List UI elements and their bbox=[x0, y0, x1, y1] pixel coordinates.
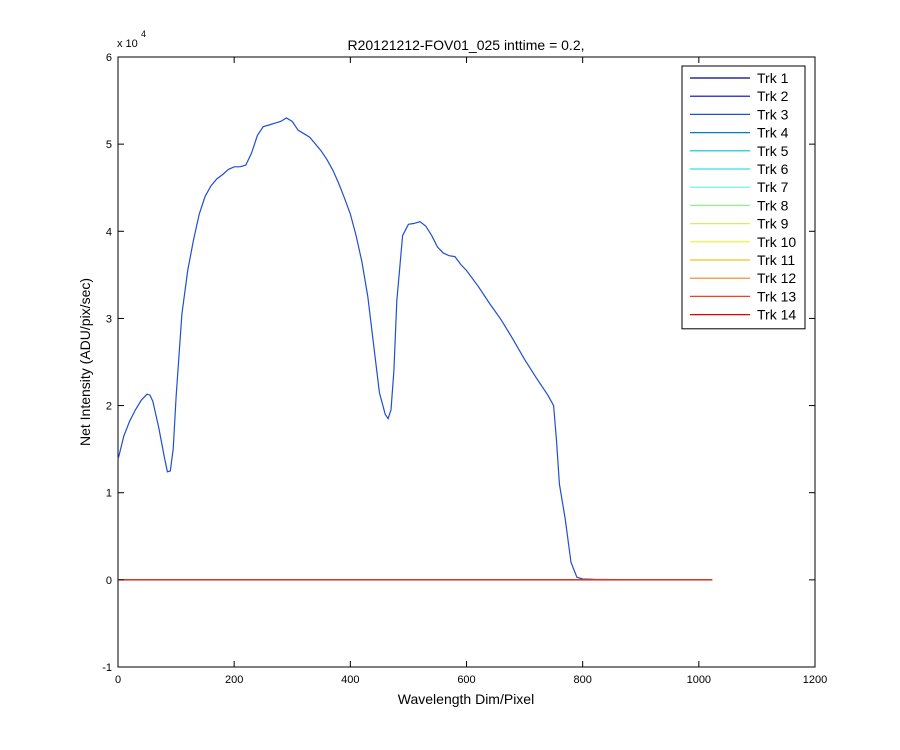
y-tick-label: 3 bbox=[106, 313, 112, 325]
y-tick-label: 0 bbox=[106, 575, 112, 587]
y-tick-label: -1 bbox=[102, 662, 112, 674]
y-axis-label: Net Intensity (ADU/pix/sec) bbox=[77, 278, 93, 446]
legend-label: Trk 14 bbox=[757, 307, 796, 323]
y-exponent-power: 4 bbox=[141, 29, 146, 39]
x-tick-label: 0 bbox=[115, 674, 121, 686]
x-axis-label: Wavelength Dim/Pixel bbox=[398, 691, 534, 707]
y-tick-label: 4 bbox=[106, 226, 112, 238]
series-line-trk-3 bbox=[117, 117, 713, 581]
y-exponent-base: x 10 bbox=[117, 38, 138, 50]
x-tick-label: 200 bbox=[225, 674, 243, 686]
legend-label: Trk 6 bbox=[757, 161, 789, 177]
legend-label: Trk 3 bbox=[757, 106, 789, 122]
legend-box bbox=[681, 65, 806, 330]
legend-label: Trk 4 bbox=[757, 125, 789, 141]
x-tick-label: 600 bbox=[457, 674, 475, 686]
chart-title: R20121212-FOV01_025 inttime = 0.2, bbox=[348, 37, 585, 53]
y-tick-label: 2 bbox=[106, 401, 112, 413]
legend-label: Trk 12 bbox=[757, 270, 796, 286]
legend-label: Trk 7 bbox=[757, 179, 789, 195]
chart-marks bbox=[117, 117, 713, 581]
legend-label: Trk 2 bbox=[757, 88, 789, 104]
legend-label: Trk 9 bbox=[757, 216, 789, 232]
x-tick-label: 400 bbox=[341, 674, 359, 686]
x-tick-label: 1200 bbox=[803, 674, 827, 686]
legend-label: Trk 10 bbox=[757, 234, 796, 250]
x-tick-label: 1000 bbox=[687, 674, 711, 686]
x-tick-label: 800 bbox=[573, 674, 591, 686]
legend-label: Trk 8 bbox=[757, 197, 789, 213]
legend: Trk 1 Trk 2 Trk 3 Trk 4 Trk 5 Trk 6 Trk 7 Trk 8… bbox=[681, 65, 806, 330]
legend-label: Trk 13 bbox=[757, 288, 796, 304]
y-tick-label: 6 bbox=[106, 52, 112, 64]
legend-label: Trk 5 bbox=[757, 143, 789, 159]
legend-label: Trk 11 bbox=[757, 252, 795, 268]
y-tick-label: 5 bbox=[106, 139, 112, 151]
y-tick-label: 1 bbox=[106, 488, 112, 500]
legend-label: Trk 1 bbox=[757, 70, 789, 86]
